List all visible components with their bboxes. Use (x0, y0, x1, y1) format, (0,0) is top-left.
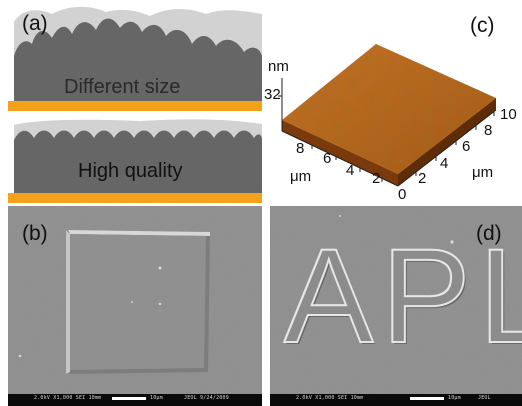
sem-info-bar: 2.0kV X1,000 SEI 10mm 10μm JEOL 9/24/200… (8, 394, 262, 406)
scale-bar (410, 397, 444, 400)
sem-footer-left: 2.0kV X1,000 SEI 10mm (296, 395, 364, 401)
sem-square-feature (8, 206, 262, 406)
right-axis-line (397, 109, 497, 187)
right-axis-unit: μm (472, 164, 494, 181)
sem-letters-apl: APL (283, 222, 522, 371)
z-axis-unit: nm (268, 58, 289, 75)
caption-high-quality: High quality (78, 160, 183, 182)
sem-letters-feature (270, 206, 522, 406)
left-axis-tick-label: 6 (323, 150, 332, 167)
sem-info-bar: 2.0kV X1,000 SEI 10mm 10μm JEOL (270, 394, 522, 406)
right-axis-tick-label: 2 (418, 170, 427, 187)
right-axis-tick-label: 4 (440, 155, 449, 172)
panel-a: (a) Different size High quality (0, 0, 268, 204)
sem-footer-left: 2.0kV X1,000 SEI 10mm (34, 395, 102, 401)
grains-high-quality (14, 130, 262, 194)
scale-bar-label: 10μm (150, 395, 163, 401)
surface-side-left (282, 120, 398, 186)
caption-different-size: Different size (64, 76, 181, 98)
panel-c: (c) nm 32 8 6 4 2 μm 0 2 4 6 8 10 μm (264, 0, 522, 204)
right-axis-tick-label: 6 (462, 138, 471, 155)
afm-surface-plot (278, 44, 497, 187)
right-axis-tick-label: 8 (484, 122, 493, 139)
scale-bar-label: 10μm (448, 395, 461, 401)
schematic-diagram (8, 6, 262, 203)
substrate-top (8, 101, 262, 111)
panel-label-b: (b) (22, 222, 48, 245)
panel-label-c: (c) (470, 14, 495, 37)
substrate-bottom (8, 193, 262, 203)
scale-bar (112, 397, 146, 400)
sem-footer-right: JEOL 9/24/2009 (184, 395, 229, 401)
surface-side-right (398, 98, 496, 186)
left-axis-tick-label: 4 (346, 162, 355, 179)
origin-tick-label: 0 (398, 186, 407, 203)
panel-label-a: (a) (22, 12, 48, 35)
left-axis-unit: μm (290, 168, 312, 185)
z-axis-value: 32 (264, 86, 281, 103)
left-axis-tick-label: 8 (296, 140, 305, 157)
surface-top (282, 44, 496, 174)
left-axis-line (281, 130, 399, 187)
panel-label-d: (d) (476, 222, 502, 245)
sem-footer-right: JEOL (478, 395, 491, 401)
right-axis-tick-label: 10 (500, 106, 517, 123)
panel-d-sem-image: APL 2.0kV X1,000 SEI 10mm 10μm JEOL (270, 206, 522, 406)
left-axis-tick-label: 2 (372, 170, 381, 187)
grains-different-size (14, 18, 262, 103)
panel-b-sem-image: 2.0kV X1,000 SEI 10mm 10μm JEOL 9/24/200… (8, 206, 262, 406)
